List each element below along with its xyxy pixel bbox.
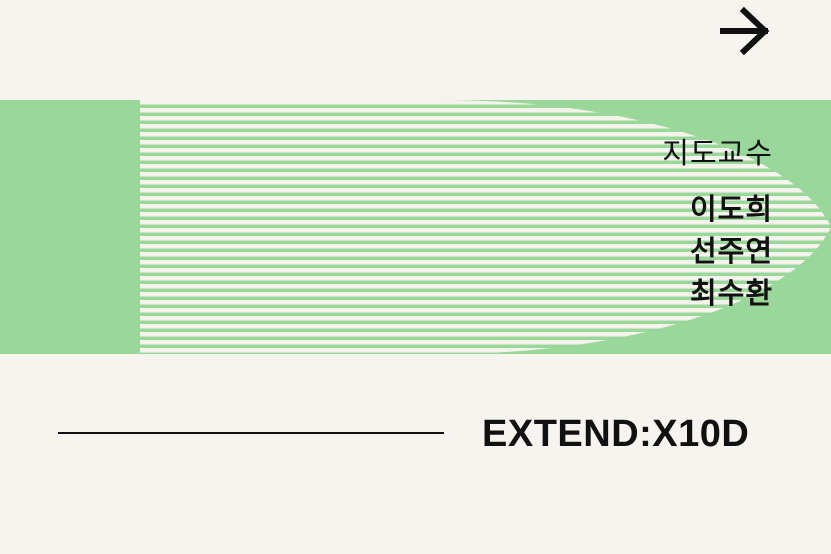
- advisor-name: 선주연: [689, 234, 773, 268]
- arrow-right-icon: [720, 6, 770, 56]
- advisor-label: 지도교수: [662, 136, 773, 170]
- next-arrow-button[interactable]: [712, 0, 778, 62]
- advisor-name: 최수환: [689, 276, 773, 310]
- divider-line: [58, 432, 444, 434]
- project-title: EXTEND:X10D: [482, 413, 750, 455]
- advisor-name: 이도희: [689, 192, 773, 226]
- advisor-list: 이도희 선주연 최수환: [662, 188, 773, 314]
- credits-block: 지도교수 이도희 선주연 최수환: [662, 134, 773, 314]
- graphic-band: [0, 100, 831, 354]
- striped-shape-graphic: [0, 100, 831, 354]
